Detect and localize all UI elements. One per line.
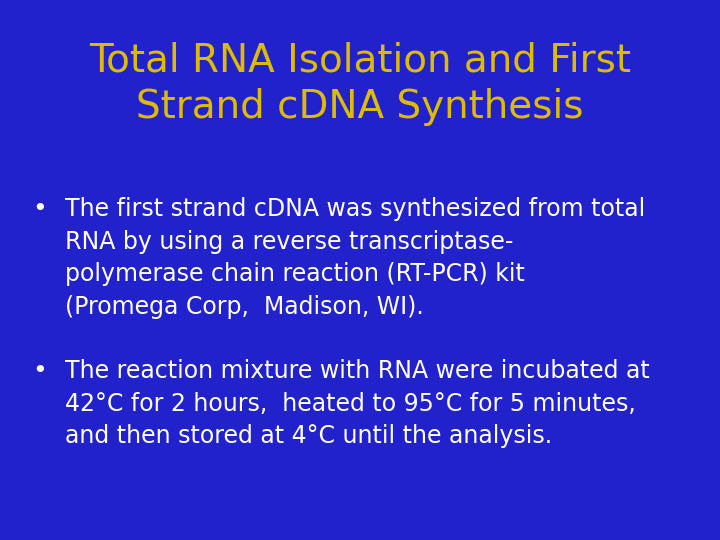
Text: Total RNA Isolation and First
Strand cDNA Synthesis: Total RNA Isolation and First Strand cDN… <box>89 41 631 126</box>
Text: •: • <box>32 359 47 383</box>
Text: The reaction mixture with RNA were incubated at
42°C for 2 hours,  heated to 95°: The reaction mixture with RNA were incub… <box>65 359 649 448</box>
Text: •: • <box>32 197 47 221</box>
Text: The first strand cDNA was synthesized from total
RNA by using a reverse transcri: The first strand cDNA was synthesized fr… <box>65 197 645 319</box>
